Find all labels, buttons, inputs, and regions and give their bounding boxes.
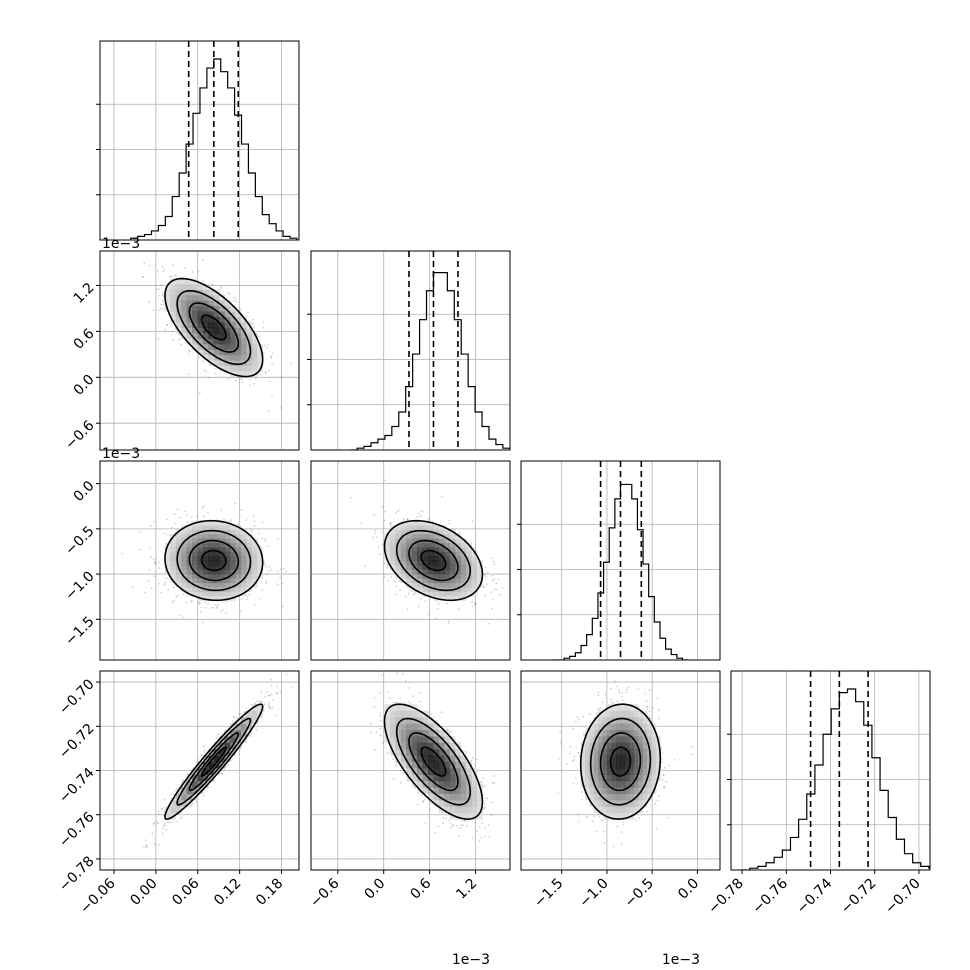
contour-3 <box>579 703 662 820</box>
contour-0 <box>200 746 227 777</box>
x-tick-label: 0.12 <box>211 876 244 909</box>
y-tick-label: 0.0 <box>71 478 98 505</box>
x-tick-label: −1.0 <box>576 876 611 911</box>
y-tick-label: −1.5 <box>62 614 97 649</box>
x-tick-label: 0.0 <box>675 876 702 903</box>
x-tick-label: −0.5 <box>622 876 657 911</box>
contour-1 <box>408 539 459 582</box>
contour-1 <box>188 302 240 353</box>
x-tick-label: −0.6 <box>307 875 342 910</box>
contour-2 <box>176 529 252 592</box>
density-blocks <box>164 278 264 377</box>
panel-3-0: −0.78−0.76−0.74−0.72−0.70 −0.06 0.00 0.06 0.… <box>56 670 300 917</box>
panel-0-0 <box>96 40 300 241</box>
contour-0 <box>200 549 227 572</box>
panel-3-1: −0.6 0.0 0.6 1.2 1e−3 <box>307 670 511 968</box>
contour-2 <box>395 717 472 806</box>
contour-0 <box>609 746 632 777</box>
contour-3 <box>164 519 264 602</box>
x-tick-label: 0.6 <box>407 875 434 902</box>
contour-2 <box>395 529 472 592</box>
contour-0 <box>420 549 447 572</box>
y-tick-label: 1.2 <box>71 280 98 307</box>
x-tick-label: −1.5 <box>531 876 566 911</box>
y-tick-label: −0.72 <box>56 721 98 763</box>
panel-2-2 <box>517 460 721 661</box>
y-tick-label: −0.6 <box>62 417 97 452</box>
x-tick-label: −0.76 <box>749 875 791 917</box>
density-blocks <box>164 520 264 601</box>
panel-1-0: −0.6 0.0 0.6 1.2 1e−3 <box>62 236 300 453</box>
contour-2 <box>176 717 252 806</box>
x-tick-label: −0.70 <box>882 876 924 918</box>
y-tick-label: −0.78 <box>56 853 98 895</box>
x-offset-label: 1e−3 <box>452 952 490 968</box>
contour-0 <box>420 746 447 777</box>
x-tick-label: 1.2 <box>453 876 480 903</box>
x-tick-label: 0.00 <box>127 876 160 909</box>
x-tick-label: 0.18 <box>253 876 286 909</box>
y-tick-label: −0.5 <box>62 523 97 558</box>
x-tick-label: −0.78 <box>705 876 747 918</box>
y-offset-label: 1e−3 <box>102 446 140 462</box>
y-tick-label: −1.0 <box>62 568 97 603</box>
contour-0 <box>200 314 227 341</box>
panel-1-1 <box>307 250 511 451</box>
histogram-1 <box>350 272 510 450</box>
contour-1 <box>408 732 459 792</box>
panel-3-2: −1.5 −1.0 −0.5 0.0 1e−3 <box>520 670 721 968</box>
contour-3 <box>164 703 264 820</box>
x-tick-label: −0.06 <box>77 875 119 917</box>
contour-3 <box>383 519 484 602</box>
panel-2-1 <box>310 460 511 661</box>
contour-3 <box>383 703 484 820</box>
contour-1 <box>188 732 240 792</box>
x-tick-label: 0.06 <box>169 875 202 908</box>
contour-1 <box>188 539 240 582</box>
x-offset-label: 1e−3 <box>662 952 700 968</box>
contour-3 <box>164 277 264 378</box>
y-offset-label: 1e−3 <box>102 236 140 252</box>
y-tick-label: −0.70 <box>56 676 98 718</box>
contour-1 <box>599 732 642 792</box>
y-tick-label: −0.76 <box>56 809 98 851</box>
x-tick-label: −0.72 <box>838 876 880 918</box>
contour-2 <box>589 717 652 806</box>
contour-2 <box>176 289 252 366</box>
y-tick-label: −0.74 <box>56 765 98 807</box>
y-tick-label: 0.0 <box>71 372 98 399</box>
x-tick-label: 0.0 <box>361 876 388 903</box>
x-tick-label: −0.74 <box>794 875 836 917</box>
density-blocks <box>164 704 264 820</box>
panel-3-3: −0.78 −0.76 −0.74 −0.72 −0.70 <box>705 670 931 918</box>
y-tick-label: 0.6 <box>71 326 98 353</box>
panel-2-0: −1.5 −1.0 −0.5 0.01e−3 <box>62 446 300 661</box>
